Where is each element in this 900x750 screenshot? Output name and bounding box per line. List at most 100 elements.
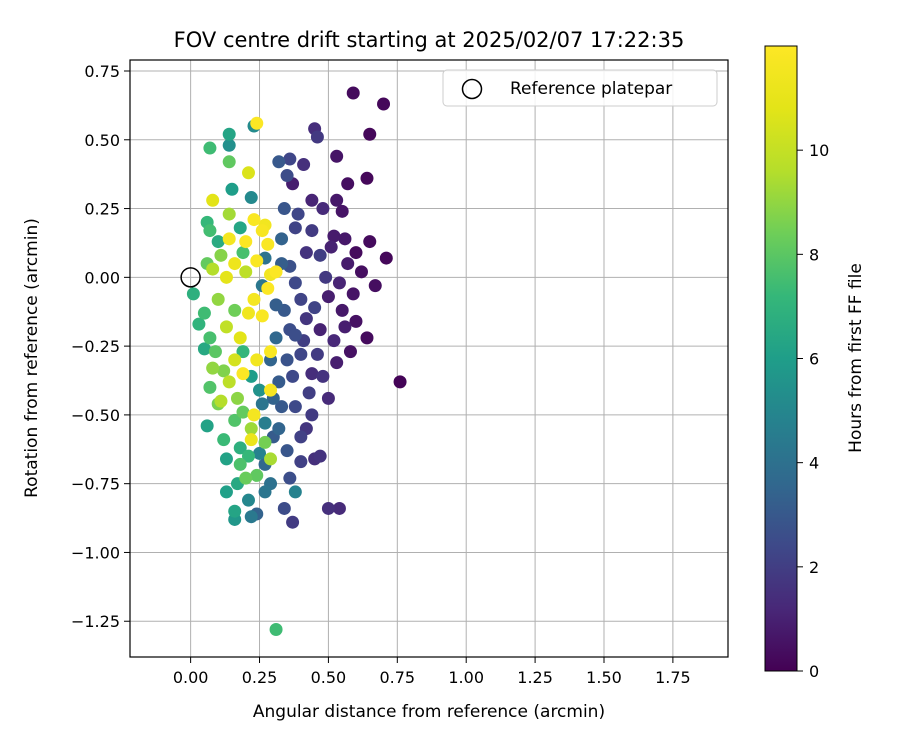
scatter-point (297, 158, 311, 172)
scatter-point (330, 356, 344, 370)
legend-label: Reference platepar (510, 79, 672, 99)
scatter-point (264, 452, 278, 466)
scatter-point (239, 235, 253, 249)
scatter-point (294, 347, 308, 361)
scatter-point (341, 257, 355, 271)
scatter-point (277, 202, 291, 216)
scatter-point (272, 155, 286, 169)
scatter-point (250, 468, 264, 482)
scatter-point (291, 207, 305, 221)
scatter-point (308, 301, 322, 315)
scatter-point (288, 221, 302, 235)
scatter-point (247, 213, 261, 227)
y-axis-ticks: 0.75 0.50 0.25 0.00 −0.25 −0.50 −0.75 −1.00 −1.2… (71, 62, 130, 631)
scatter-point (343, 345, 357, 359)
y-tick-label: 0.00 (84, 268, 120, 287)
scatter-point (222, 375, 236, 389)
scatter-point (241, 449, 255, 463)
y-tick-label: −0.50 (71, 406, 120, 425)
scatter-point (241, 306, 255, 320)
x-tick-label: 1.75 (655, 668, 691, 687)
scatter-point (283, 471, 297, 485)
scatter-point (316, 202, 330, 216)
scatter-point (222, 127, 236, 141)
x-tick-label: 1.50 (586, 668, 622, 687)
scatter-point (310, 130, 324, 144)
legend: Reference platepar (442, 69, 718, 107)
colorbar: 0 2 4 6 8 10 Hours from first FF file (764, 45, 866, 681)
scatter-point (236, 367, 250, 381)
scatter-point (280, 444, 294, 458)
scatter-point (316, 369, 330, 383)
y-tick-label: −1.25 (71, 612, 120, 631)
scatter-point (228, 353, 242, 367)
scatter-point (214, 248, 228, 262)
scatter-point (272, 375, 286, 389)
chart-title: FOV centre drift starting at 2025/02/07 … (174, 28, 685, 52)
scatter-point (261, 237, 275, 251)
scatter-point (363, 127, 377, 141)
scatter-point (217, 433, 231, 447)
scatter-point (393, 375, 407, 389)
colorbar-tick-label: 0 (809, 662, 819, 681)
scatter-point (233, 441, 247, 455)
scatter-point (258, 485, 272, 499)
scatter-point (321, 391, 335, 405)
scatter-point (324, 240, 338, 254)
scatter-point (354, 265, 368, 279)
scatter-point (208, 345, 222, 359)
scatter-point (219, 320, 233, 334)
scatter-point (283, 152, 297, 166)
scatter-point (294, 430, 308, 444)
x-tick-label: 0.50 (311, 668, 347, 687)
scatter-point (335, 204, 349, 218)
scatter-point (253, 383, 267, 397)
scatter-point (255, 397, 269, 411)
scatter-point (211, 235, 225, 249)
scatter-point (214, 394, 228, 408)
scatter-point (186, 287, 200, 301)
scatter-point (241, 166, 255, 180)
scatter-point (203, 224, 217, 238)
scatter-point (321, 501, 335, 515)
scatter-point (294, 292, 308, 306)
scatter-point (269, 298, 283, 312)
scatter-point (250, 254, 264, 268)
x-tick-label: 0.00 (173, 668, 209, 687)
scatter-point (327, 334, 341, 348)
x-axis-label: Angular distance from reference (arcmin) (253, 702, 605, 722)
scatter-point (294, 455, 308, 469)
x-tick-label: 1.00 (448, 668, 484, 687)
scatter-point (219, 452, 233, 466)
scatter-point (286, 515, 300, 529)
colorbar-tick-label: 6 (809, 350, 819, 369)
scatter-point (236, 405, 250, 419)
colorbar-tick-label: 4 (809, 454, 819, 473)
scatter-point (222, 155, 236, 169)
scatter-point (206, 262, 220, 276)
scatter-point (349, 314, 363, 328)
scatter-point (310, 347, 324, 361)
colorbar-tick-label: 2 (809, 558, 819, 577)
scatter-point (258, 416, 272, 430)
x-tick-label: 0.25 (242, 668, 278, 687)
colorbar-gradient (764, 45, 798, 672)
scatter-point (228, 413, 242, 427)
colorbar-label: Hours from first FF file (846, 263, 866, 453)
scatter-point (305, 408, 319, 422)
scatter-point (197, 306, 211, 320)
scatter-point (346, 86, 360, 100)
scatter-point (288, 485, 302, 499)
scatter-point (277, 501, 291, 515)
scatter-point (335, 303, 349, 317)
scatter-point (222, 207, 236, 221)
scatter-point (269, 331, 283, 345)
scatter-point (222, 138, 236, 152)
scatter-point (230, 391, 244, 405)
scatter-point (319, 270, 333, 284)
reference-platepar-marker (180, 267, 201, 288)
scatter-point (233, 331, 247, 345)
x-tick-label: 1.25 (517, 668, 553, 687)
scatter-point (228, 257, 242, 271)
